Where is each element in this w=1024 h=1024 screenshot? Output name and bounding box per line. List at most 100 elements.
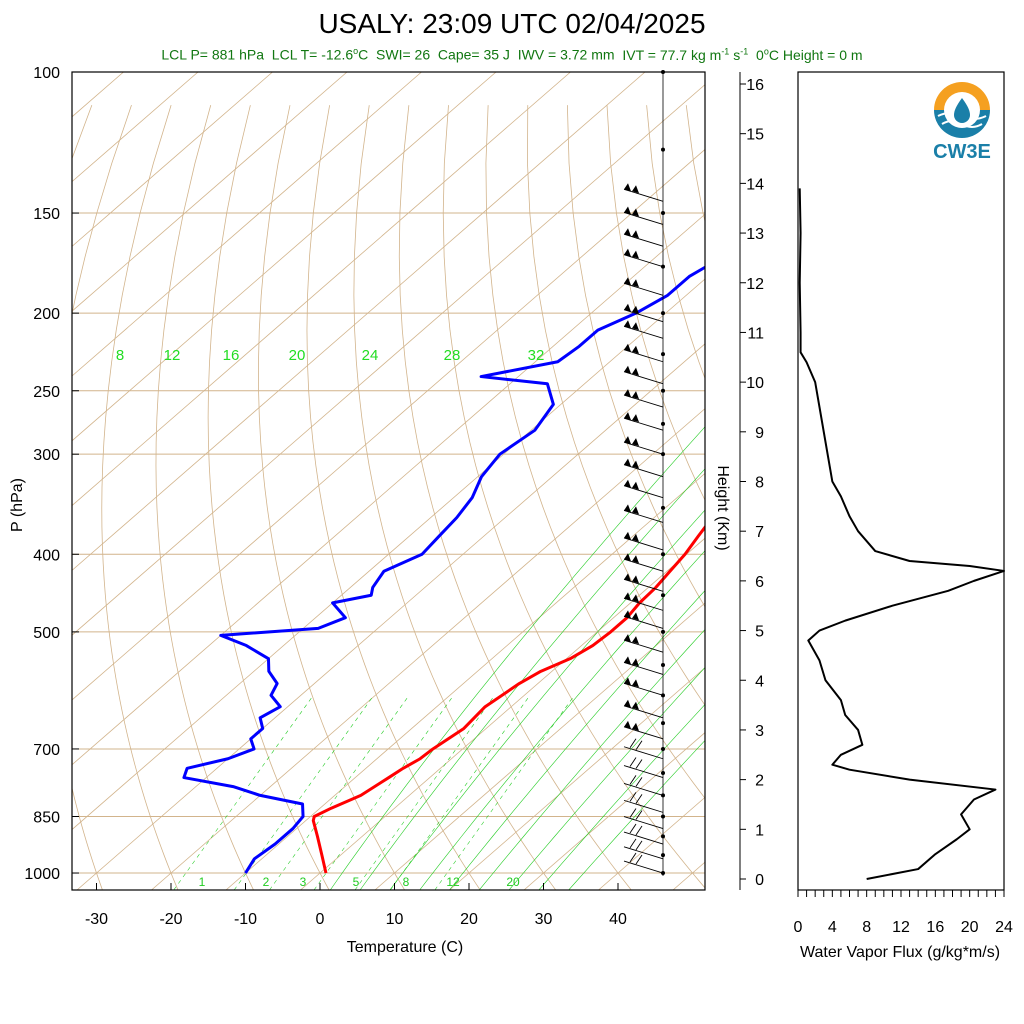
- height-tick-label: 14: [746, 176, 764, 193]
- height-tick-label: 16: [746, 77, 764, 94]
- wind-level-dot: [661, 147, 665, 152]
- wind-barb: [623, 371, 664, 385]
- moist-adiabat: [330, 426, 705, 890]
- mixing-ratio-bottom-label: 2: [263, 875, 270, 889]
- isotherm: [72, 72, 348, 312]
- lcl-pressure: LCL P= 881 hPa: [161, 46, 265, 63]
- wind-barb-feather: [635, 854, 643, 865]
- dry-adiabat: [766, 105, 1024, 890]
- wind-level-dot: [661, 593, 665, 598]
- wind-barb-flag: [632, 345, 639, 354]
- wind-barb-flag: [624, 248, 631, 257]
- moist-adiabat: [419, 550, 705, 890]
- mixing-ratio-line: [354, 695, 495, 890]
- wind-barb-feather: [635, 759, 643, 769]
- wind-barb-feather: [635, 777, 643, 787]
- wind-barb-flag: [624, 389, 631, 398]
- wind-barb-flag: [632, 208, 639, 217]
- wind-barb: [623, 799, 664, 813]
- isotherm: [72, 72, 273, 247]
- dry-adiabat: [442, 105, 705, 889]
- wind-barb: [623, 417, 664, 431]
- dry-adiabat: [726, 105, 1024, 890]
- dry-adiabat: [353, 105, 557, 890]
- wind-barb-flag: [624, 553, 631, 562]
- wind-barb: [623, 188, 664, 202]
- temperature-line: [311, 524, 705, 874]
- dry-adiabat: [101, 105, 179, 890]
- wind-barb-feather: [629, 852, 637, 863]
- y-tick-label: 300: [33, 447, 60, 464]
- wind-level-dot: [661, 693, 665, 698]
- isotherm: [72, 72, 571, 507]
- lcl-temperature: LCL T= -12.6: [271, 46, 354, 63]
- y-tick-label: 200: [33, 306, 60, 323]
- height-tick-label: 5: [755, 624, 764, 641]
- wind-barb: [623, 254, 664, 268]
- wind-barb-flag: [632, 322, 639, 331]
- skewt-plot-frame: [71, 71, 706, 891]
- wind-barb: [623, 682, 664, 696]
- wind-barb-flag: [632, 460, 639, 469]
- wind-barb-flag: [632, 305, 639, 314]
- dry-adiabat: [964, 105, 1024, 890]
- wind-barb-flag: [632, 555, 639, 564]
- y-tick-label: 1000: [24, 866, 60, 883]
- wind-barb-flag: [632, 391, 639, 400]
- y-tick-label: 150: [33, 206, 60, 223]
- isotherm: [72, 72, 422, 377]
- wind-barb-feather: [629, 792, 637, 802]
- isotherm: [72, 278, 705, 831]
- mixing-ratio-label: 32: [528, 347, 545, 364]
- wind-level-dot: [661, 311, 665, 316]
- wind-barb-feather: [629, 808, 637, 818]
- isotherm: [72, 148, 705, 701]
- isotherm: [72, 84, 705, 636]
- wind-level-dot: [661, 746, 665, 751]
- wind-barb-flag: [632, 279, 639, 288]
- height-tick-label: 4: [755, 673, 764, 690]
- wind-barb: [623, 309, 664, 323]
- wind-barb-feather: [635, 825, 643, 836]
- wind-barb: [623, 282, 664, 296]
- wind-barb-flag: [632, 722, 639, 731]
- wind-level-dot: [661, 452, 665, 457]
- isotherm: [72, 72, 646, 571]
- dry-adiabat: [566, 105, 705, 608]
- mixing-ratio-label: 24: [362, 347, 379, 364]
- wind-barb-flag: [632, 230, 639, 239]
- isotherm: [72, 72, 199, 183]
- wind-barb: [623, 846, 664, 860]
- wind-barb-flag: [624, 634, 631, 643]
- wind-barb-flag: [624, 183, 631, 192]
- wind-barb-flag: [632, 506, 639, 515]
- wind-barb-feather: [629, 757, 637, 767]
- height-tick-label: 8: [755, 475, 764, 492]
- wind-barb: [623, 578, 664, 592]
- wind-level-dot: [661, 793, 665, 798]
- mixing-ratio-bottom-label: 3: [300, 875, 307, 889]
- wind-barb: [623, 325, 664, 339]
- wind-level-dot: [661, 663, 665, 668]
- isotherm: [523, 732, 705, 890]
- wind-barb-flag: [624, 365, 631, 374]
- isotherm: [374, 602, 705, 890]
- flux-plot-frame: [797, 71, 1005, 891]
- isotherm: [76, 343, 705, 890]
- flux-tick-label: 8: [862, 919, 871, 936]
- zero-height: 0oC Height = 0 m: [756, 46, 863, 63]
- moist-adiabat: [389, 509, 705, 890]
- wind-barb-flag: [632, 414, 639, 423]
- height-tick-label: 1: [755, 822, 764, 839]
- y-tick-label: 100: [33, 65, 60, 82]
- wind-barb: [623, 558, 664, 572]
- wind-level-dot: [661, 211, 665, 216]
- wind-barbs: [623, 70, 665, 876]
- wind-level-dot: [661, 853, 665, 858]
- mixing-ratio-label: 28: [444, 347, 461, 364]
- height-tick-label: 15: [746, 127, 764, 144]
- wind-barb: [623, 233, 664, 247]
- wind-barb: [623, 765, 664, 778]
- moist-adiabat: [449, 590, 705, 890]
